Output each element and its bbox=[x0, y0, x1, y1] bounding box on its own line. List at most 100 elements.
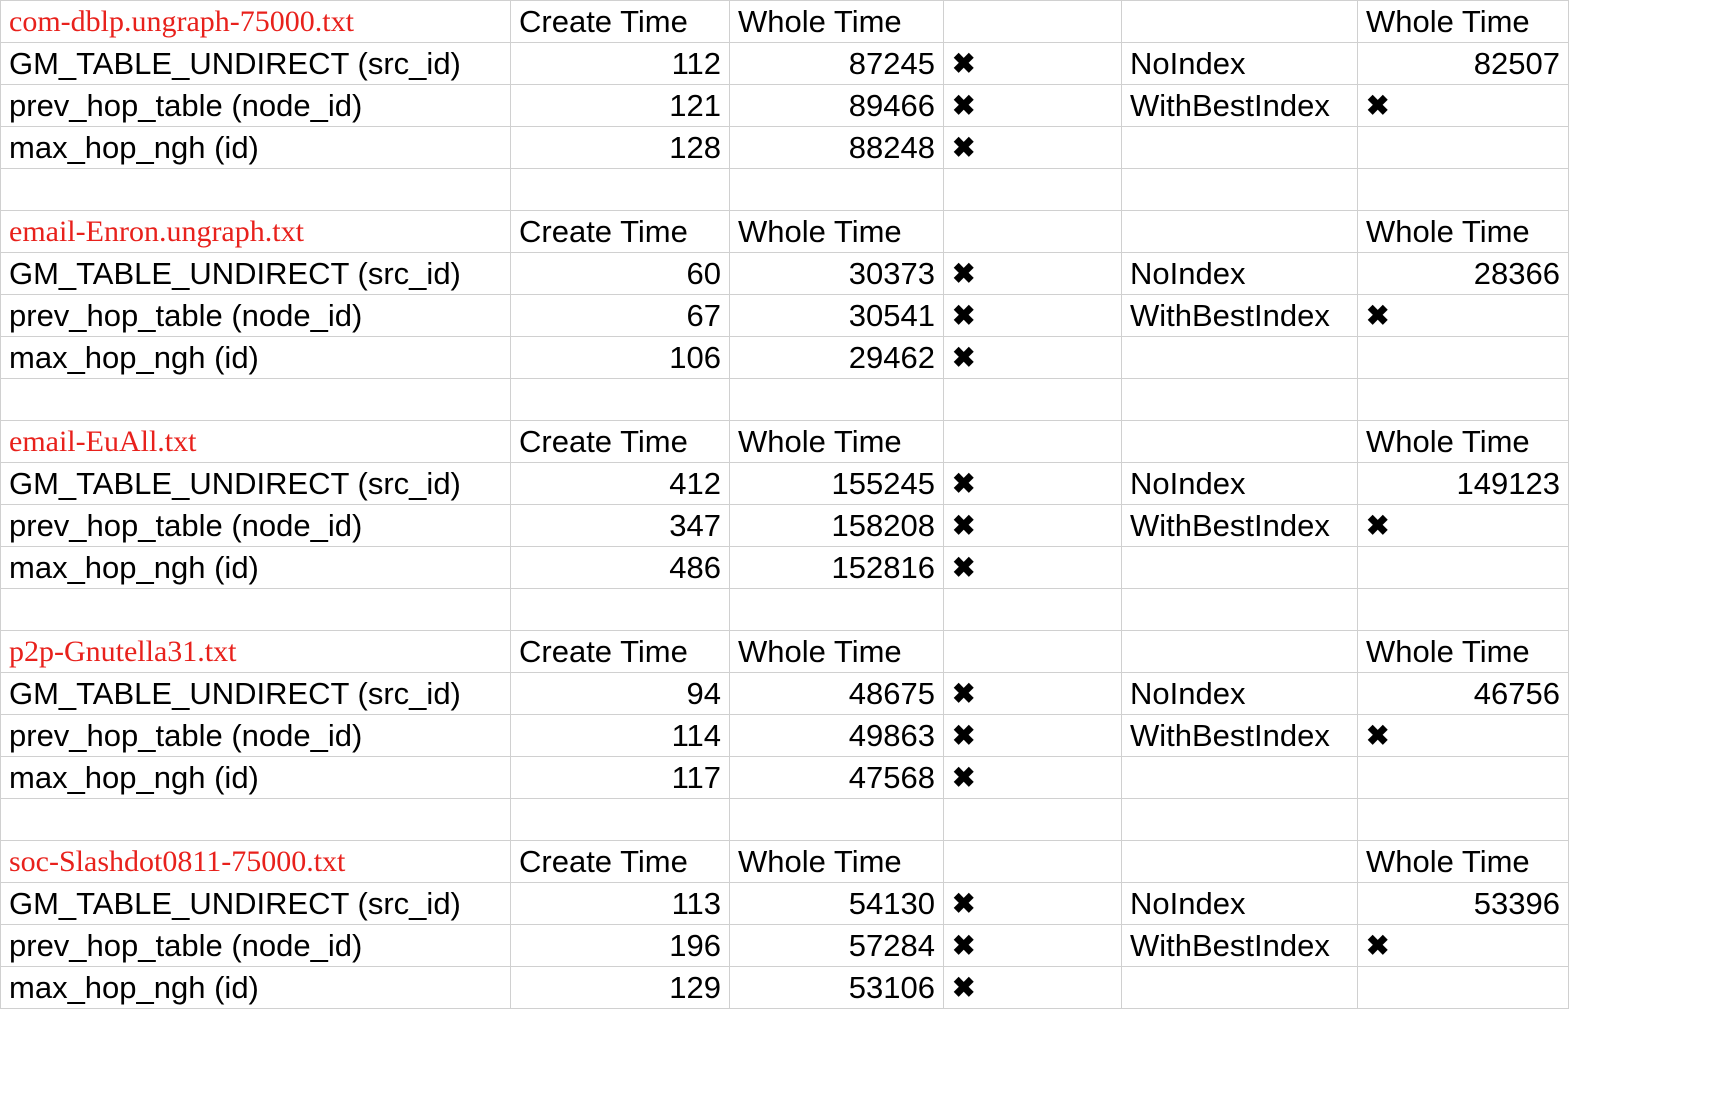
index-label-cell[interactable]: GM_TABLE_UNDIRECT (src_id) bbox=[0, 672, 511, 715]
empty-cell[interactable] bbox=[1357, 798, 1569, 841]
create-time-cell[interactable]: 114 bbox=[510, 714, 730, 757]
whole-time-cell[interactable]: 155245 bbox=[729, 462, 944, 505]
cross-mark-icon[interactable]: ✖ bbox=[943, 462, 1122, 505]
whole-time-cell[interactable]: 30373 bbox=[729, 252, 944, 295]
create-time-cell[interactable]: 128 bbox=[510, 126, 730, 169]
side-label-cell[interactable] bbox=[1121, 336, 1358, 379]
index-label-cell[interactable]: max_hop_ngh (id) bbox=[0, 126, 511, 169]
dataset-name-cell[interactable]: p2p-Gnutella31.txt bbox=[0, 630, 511, 673]
side-label-cell[interactable]: NoIndex bbox=[1121, 42, 1358, 85]
side-value-cell[interactable]: 149123 bbox=[1357, 462, 1569, 505]
empty-cell[interactable] bbox=[943, 420, 1122, 463]
side-label-cell[interactable]: WithBestIndex bbox=[1121, 504, 1358, 547]
side-value-cell[interactable]: 82507 bbox=[1357, 42, 1569, 85]
whole-time-cell[interactable]: 29462 bbox=[729, 336, 944, 379]
empty-cell[interactable] bbox=[0, 168, 511, 211]
index-label-cell[interactable]: GM_TABLE_UNDIRECT (src_id) bbox=[0, 42, 511, 85]
empty-cell[interactable] bbox=[729, 168, 944, 211]
empty-cell[interactable] bbox=[510, 378, 730, 421]
empty-cell[interactable] bbox=[1121, 420, 1358, 463]
side-label-cell[interactable]: NoIndex bbox=[1121, 462, 1358, 505]
side-whole-time-header-cell[interactable]: Whole Time bbox=[1357, 840, 1569, 883]
index-label-cell[interactable]: max_hop_ngh (id) bbox=[0, 966, 511, 1009]
whole-time-header-cell[interactable]: Whole Time bbox=[729, 210, 944, 253]
cross-mark-icon[interactable]: ✖ bbox=[943, 966, 1122, 1009]
empty-cell[interactable] bbox=[729, 588, 944, 631]
empty-cell[interactable] bbox=[0, 798, 511, 841]
cross-mark-icon[interactable]: ✖ bbox=[943, 294, 1122, 337]
empty-cell[interactable] bbox=[1121, 210, 1358, 253]
whole-time-cell[interactable]: 47568 bbox=[729, 756, 944, 799]
side-label-cell[interactable] bbox=[1121, 966, 1358, 1009]
create-time-header-cell[interactable]: Create Time bbox=[510, 840, 730, 883]
side-label-cell[interactable]: NoIndex bbox=[1121, 672, 1358, 715]
create-time-cell[interactable]: 112 bbox=[510, 42, 730, 85]
index-label-cell[interactable]: max_hop_ngh (id) bbox=[0, 546, 511, 589]
side-value-cell[interactable] bbox=[1357, 546, 1569, 589]
cross-mark-icon[interactable]: ✖ bbox=[1357, 84, 1569, 127]
whole-time-cell[interactable]: 88248 bbox=[729, 126, 944, 169]
create-time-cell[interactable]: 113 bbox=[510, 882, 730, 925]
whole-time-header-cell[interactable]: Whole Time bbox=[729, 840, 944, 883]
index-label-cell[interactable]: max_hop_ngh (id) bbox=[0, 756, 511, 799]
side-whole-time-header-cell[interactable]: Whole Time bbox=[1357, 210, 1569, 253]
empty-cell[interactable] bbox=[943, 210, 1122, 253]
create-time-cell[interactable]: 94 bbox=[510, 672, 730, 715]
side-label-cell[interactable]: WithBestIndex bbox=[1121, 84, 1358, 127]
create-time-cell[interactable]: 347 bbox=[510, 504, 730, 547]
cross-mark-icon[interactable]: ✖ bbox=[943, 714, 1122, 757]
whole-time-cell[interactable]: 48675 bbox=[729, 672, 944, 715]
index-label-cell[interactable]: prev_hop_table (node_id) bbox=[0, 84, 511, 127]
whole-time-cell[interactable]: 30541 bbox=[729, 294, 944, 337]
empty-cell[interactable] bbox=[943, 0, 1122, 43]
side-label-cell[interactable]: NoIndex bbox=[1121, 882, 1358, 925]
create-time-cell[interactable]: 121 bbox=[510, 84, 730, 127]
cross-mark-icon[interactable]: ✖ bbox=[1357, 294, 1569, 337]
create-time-cell[interactable]: 486 bbox=[510, 546, 730, 589]
side-whole-time-header-cell[interactable]: Whole Time bbox=[1357, 0, 1569, 43]
empty-cell[interactable] bbox=[1357, 588, 1569, 631]
cross-mark-icon[interactable]: ✖ bbox=[943, 756, 1122, 799]
side-label-cell[interactable]: WithBestIndex bbox=[1121, 714, 1358, 757]
cross-mark-icon[interactable]: ✖ bbox=[943, 252, 1122, 295]
empty-cell[interactable] bbox=[0, 378, 511, 421]
empty-cell[interactable] bbox=[510, 588, 730, 631]
whole-time-cell[interactable]: 53106 bbox=[729, 966, 944, 1009]
index-label-cell[interactable]: prev_hop_table (node_id) bbox=[0, 924, 511, 967]
cross-mark-icon[interactable]: ✖ bbox=[943, 42, 1122, 85]
cross-mark-icon[interactable]: ✖ bbox=[943, 336, 1122, 379]
cross-mark-icon[interactable]: ✖ bbox=[943, 924, 1122, 967]
side-value-cell[interactable] bbox=[1357, 966, 1569, 1009]
cross-mark-icon[interactable]: ✖ bbox=[1357, 924, 1569, 967]
create-time-header-cell[interactable]: Create Time bbox=[510, 210, 730, 253]
whole-time-cell[interactable]: 89466 bbox=[729, 84, 944, 127]
empty-cell[interactable] bbox=[1121, 798, 1358, 841]
side-label-cell[interactable] bbox=[1121, 546, 1358, 589]
side-value-cell[interactable]: 28366 bbox=[1357, 252, 1569, 295]
empty-cell[interactable] bbox=[1121, 0, 1358, 43]
side-label-cell[interactable] bbox=[1121, 756, 1358, 799]
whole-time-cell[interactable]: 87245 bbox=[729, 42, 944, 85]
empty-cell[interactable] bbox=[943, 798, 1122, 841]
cross-mark-icon[interactable]: ✖ bbox=[943, 504, 1122, 547]
whole-time-header-cell[interactable]: Whole Time bbox=[729, 630, 944, 673]
cross-mark-icon[interactable]: ✖ bbox=[943, 126, 1122, 169]
side-label-cell[interactable]: WithBestIndex bbox=[1121, 294, 1358, 337]
empty-cell[interactable] bbox=[943, 630, 1122, 673]
index-label-cell[interactable]: prev_hop_table (node_id) bbox=[0, 504, 511, 547]
empty-cell[interactable] bbox=[510, 168, 730, 211]
side-label-cell[interactable]: WithBestIndex bbox=[1121, 924, 1358, 967]
empty-cell[interactable] bbox=[1357, 168, 1569, 211]
create-time-cell[interactable]: 117 bbox=[510, 756, 730, 799]
side-value-cell[interactable] bbox=[1357, 126, 1569, 169]
side-label-cell[interactable]: NoIndex bbox=[1121, 252, 1358, 295]
whole-time-header-cell[interactable]: Whole Time bbox=[729, 420, 944, 463]
empty-cell[interactable] bbox=[1121, 840, 1358, 883]
empty-cell[interactable] bbox=[1121, 168, 1358, 211]
dataset-name-cell[interactable]: email-Enron.ungraph.txt bbox=[0, 210, 511, 253]
index-label-cell[interactable]: max_hop_ngh (id) bbox=[0, 336, 511, 379]
empty-cell[interactable] bbox=[943, 378, 1122, 421]
empty-cell[interactable] bbox=[729, 378, 944, 421]
empty-cell[interactable] bbox=[1357, 378, 1569, 421]
empty-cell[interactable] bbox=[943, 168, 1122, 211]
